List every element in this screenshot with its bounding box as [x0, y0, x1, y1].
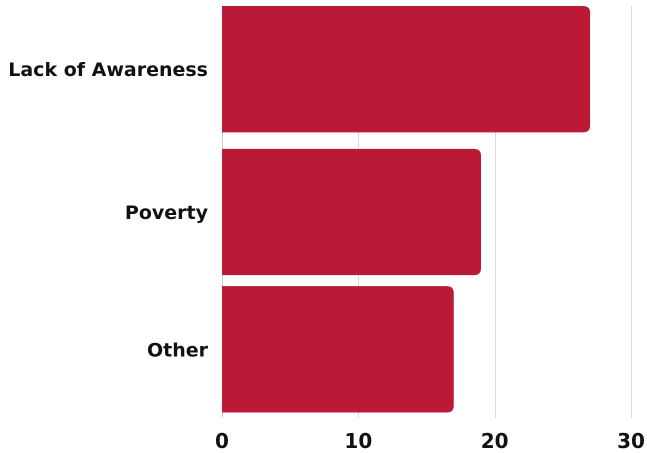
- category-label-poverty: Poverty: [125, 202, 209, 224]
- x-tick-label-0: 0: [215, 429, 229, 453]
- x-tick-label-30: 30: [617, 429, 645, 453]
- bar-other[interactable]: [222, 286, 454, 413]
- bars: [222, 6, 591, 413]
- x-axis-tick-labels: 0 10 20 30: [215, 429, 645, 453]
- bar-poverty[interactable]: [222, 148, 482, 276]
- category-label-other: Other: [147, 339, 209, 361]
- x-tick-label-20: 20: [481, 429, 509, 453]
- category-label-lack-of-awareness: Lack of Awareness: [8, 59, 208, 81]
- category-labels: Lack of Awareness Poverty Other: [8, 59, 208, 361]
- bar-lack-of-awareness[interactable]: [222, 6, 591, 133]
- x-tick-label-10: 10: [344, 429, 372, 453]
